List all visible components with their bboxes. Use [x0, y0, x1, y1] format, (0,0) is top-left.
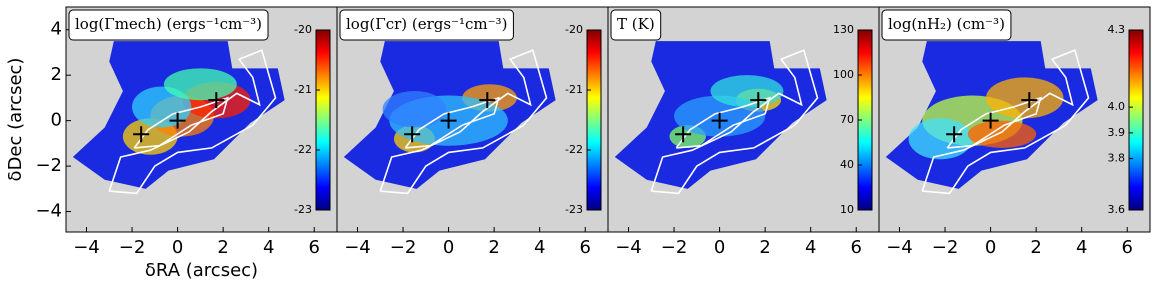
title-box [881, 9, 1012, 41]
colorbar-tick-label: 130 [833, 23, 854, 36]
y-tick-label: −4 [35, 201, 62, 222]
colorbar-tick-label: 100 [833, 68, 854, 81]
contour [650, 49, 819, 195]
x-tick-label: 6 [851, 237, 862, 258]
colorbar-tick-label: -22 [565, 143, 583, 156]
contour [921, 49, 1090, 195]
marker-cross [750, 92, 767, 109]
y-axis-label: δDec (arcsec) [5, 58, 26, 182]
x-tick-label: 4 [805, 237, 816, 258]
colorbar [586, 29, 602, 211]
panel-title: T (K) [617, 15, 655, 33]
colorbar-tick-label: -20 [294, 23, 312, 36]
map [614, 41, 827, 195]
colorbar-tick-label: 4.0 [1108, 100, 1126, 113]
x-tick-label: 6 [580, 237, 591, 258]
colorbar [1128, 29, 1144, 211]
marker-cross [946, 126, 963, 143]
x-tick-label: −4 [344, 237, 371, 258]
contour [675, 96, 771, 149]
x-tick-label: 4 [534, 237, 545, 258]
colorbar-tick-label: 3.9 [1108, 126, 1126, 139]
panel: −4 −2 0 2 4 6 3.6 3.8 3.9 4.0 4.3 log(nH₂) (cm⁻³) [878, 6, 1151, 258]
colorbar-tick-label: -20 [565, 23, 583, 36]
x-tick-label: 2 [217, 237, 228, 258]
panel-title: log(nH₂) (cm⁻³) [888, 15, 1005, 33]
x-tick-label: 4 [1076, 237, 1087, 258]
x-tick-label: −2 [661, 237, 688, 258]
x-tick-label: 0 [443, 237, 454, 258]
panel: −4 −2 0 2 4 6 -23 -22 -21 -20 log(Γcr) (ergs⁻¹cm⁻³… [336, 6, 609, 258]
x-tick-label: 0 [985, 237, 996, 258]
marker-cross [1021, 92, 1038, 109]
colorbar-tick-label: 4.3 [1108, 23, 1126, 36]
marker-cross [404, 126, 421, 143]
marker-cross [711, 112, 728, 129]
title-box [339, 9, 514, 41]
contour [379, 49, 548, 195]
marker-cross [133, 126, 150, 143]
x-tick-label: 2 [759, 237, 770, 258]
x-tick-label: 0 [172, 237, 183, 258]
marker-cross [982, 112, 999, 129]
x-tick-label: 2 [1030, 237, 1041, 258]
map-region [908, 118, 973, 160]
contour [108, 49, 277, 195]
marker-cross [479, 92, 496, 109]
x-tick-label: −2 [390, 237, 417, 258]
x-tick-label: −4 [886, 237, 913, 258]
panel-title: log(Γcr) (ergs⁻¹cm⁻³) [346, 15, 507, 33]
panel-title: log(Γmech) (ergs⁻¹cm⁻³) [75, 15, 262, 33]
colorbar-tick-label: -23 [294, 203, 312, 216]
x-tick-label: 6 [1122, 237, 1133, 258]
x-tick-label: 2 [488, 237, 499, 258]
map-region [985, 77, 1064, 119]
colorbar-tick-label: 70 [840, 113, 854, 126]
marker-cross [440, 112, 457, 129]
map-region [967, 120, 1037, 148]
marker-cross [208, 92, 225, 109]
title-box [610, 9, 662, 41]
colorbar-tick-label: 3.8 [1108, 152, 1126, 165]
contour [404, 96, 500, 149]
map [885, 41, 1098, 195]
colorbar-tick-label: -21 [294, 83, 312, 96]
x-tick-label: −2 [119, 237, 146, 258]
colorbar-tick-label: 3.6 [1108, 203, 1126, 216]
colorbar-tick-label: -23 [565, 203, 583, 216]
y-tick-label: −2 [35, 155, 62, 176]
x-axis-label: δRA (arcsec) [145, 260, 258, 281]
map [72, 41, 285, 195]
x-tick-label: −2 [932, 237, 959, 258]
x-tick-label: 4 [263, 237, 274, 258]
y-tick-label: 4 [51, 19, 62, 40]
map-region [163, 68, 237, 101]
x-tick-label: −4 [73, 237, 100, 258]
map-region [382, 91, 447, 128]
map-region [132, 86, 192, 128]
colorbar-tick-label: 40 [840, 158, 854, 171]
title-box [68, 9, 269, 41]
contour [946, 96, 1042, 149]
contour [133, 96, 229, 149]
y-tick-label: 2 [51, 64, 62, 85]
colorbar [315, 29, 331, 211]
colorbar-tick-label: -22 [294, 143, 312, 156]
colorbar-tick-label: 10 [840, 203, 854, 216]
panel: −4 −2 0 2 4 6 10 40 70 100 130 T (K) [607, 6, 880, 258]
x-tick-label: 6 [309, 237, 320, 258]
map-region [710, 75, 784, 108]
y-tick-label: 0 [51, 110, 62, 131]
marker-cross [169, 112, 186, 129]
marker-cross [675, 126, 692, 143]
x-tick-label: 0 [714, 237, 725, 258]
panel-frame [878, 6, 1151, 233]
colorbar-tick-label: -21 [565, 83, 583, 96]
x-tick-label: −4 [615, 237, 642, 258]
